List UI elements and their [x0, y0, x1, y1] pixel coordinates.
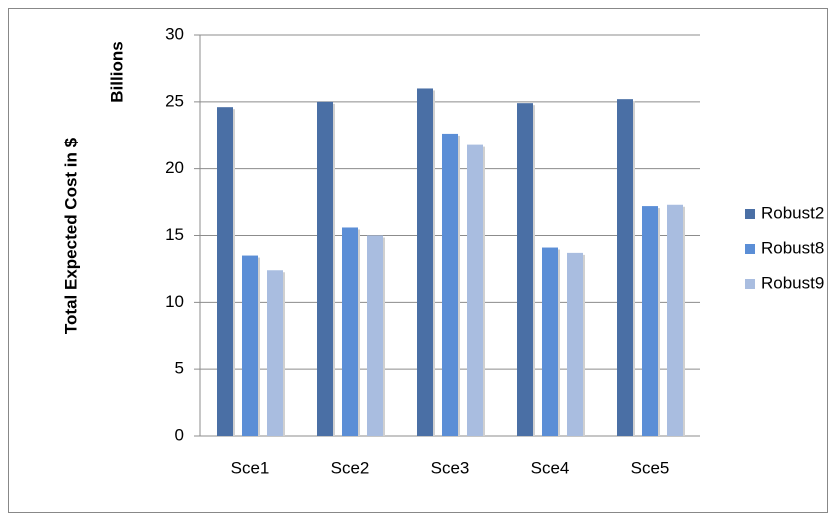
bar [667, 204, 683, 436]
y-tick-label: 25 [165, 91, 184, 110]
x-tick-label: Sce2 [331, 458, 370, 477]
display-unit-label: Billions [107, 41, 126, 102]
y-tick-label: 5 [175, 359, 184, 378]
bar [217, 107, 233, 437]
bar [642, 206, 658, 436]
bar [567, 252, 583, 436]
legend-label: Robust8 [761, 238, 824, 257]
bar [467, 144, 483, 436]
y-tick-label: 15 [165, 225, 184, 244]
y-tick-label: 0 [175, 425, 184, 444]
bar [442, 133, 458, 436]
bar [542, 247, 558, 436]
legend-swatch [745, 209, 755, 219]
x-tick-label: Sce1 [231, 458, 270, 477]
bar [317, 101, 333, 436]
bar [417, 88, 433, 436]
bar [617, 99, 633, 436]
x-tick-label: Sce4 [531, 458, 570, 477]
y-tick-label: 20 [165, 158, 184, 177]
legend-swatch [745, 279, 755, 289]
legend-label: Robust9 [761, 273, 824, 292]
x-tick-label: Sce3 [431, 458, 470, 477]
x-tick-label: Sce5 [631, 458, 670, 477]
bar [342, 227, 358, 436]
legend-label: Robust2 [761, 203, 824, 222]
bar [517, 103, 533, 437]
bar [242, 255, 258, 436]
bar [267, 270, 283, 436]
bar [367, 235, 383, 436]
y-tick-label: 10 [165, 292, 184, 311]
y-axis-label: Total Expected Cost in $ [61, 137, 80, 334]
y-tick-label: 30 [165, 24, 184, 43]
legend-swatch [745, 244, 755, 254]
